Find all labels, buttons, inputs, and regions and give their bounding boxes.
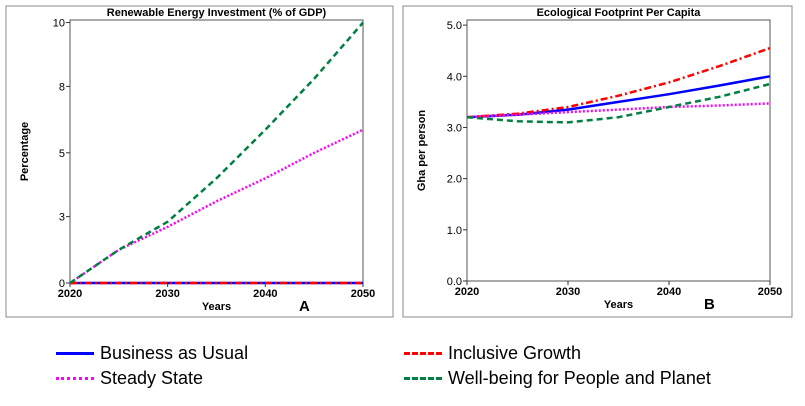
panel-a-series-ss: [69, 128, 364, 285]
panel-a-x-tick-label: 2040: [253, 288, 277, 300]
legend-item-ig: Inclusive Growth: [404, 343, 581, 364]
panel-a-y-tick-label: 3: [59, 212, 65, 224]
legend-item-ss: Steady State: [56, 368, 203, 389]
legend-item-wb: Well-being for People and Planet: [404, 368, 711, 389]
panel-b-y-tick-label: 3.0: [447, 122, 462, 134]
panel-a-panel-label: A: [299, 298, 310, 315]
panel-b-y-axis-label: Gha per person: [416, 110, 428, 192]
panel-a-y-axis-label: Percentage: [19, 122, 31, 181]
legend-label-bau: Business as Usual: [100, 343, 249, 363]
panel-b-x-tick-label: 2050: [758, 286, 782, 298]
panel-b-plot-border: [466, 19, 771, 282]
panel-b-x-tick-label: 2040: [657, 286, 681, 298]
panel-b-x-axis-label: Years: [604, 299, 633, 311]
legend-label-ss: Steady State: [100, 368, 204, 388]
panel-a-y-tick-label: 5: [59, 148, 65, 160]
panel-b-x-tick-label: 2030: [556, 286, 580, 298]
legend-swatch-wb: [404, 377, 442, 380]
panel-b-series-ss: [466, 102, 771, 119]
panel-b-frame: [402, 5, 793, 318]
panel-b-series-ig: [466, 46, 771, 119]
legend-label-wb: Well-being for People and Planet: [448, 368, 711, 388]
panel-a-y-tick-label: 8: [59, 81, 65, 93]
panel-b-y-tick-label: 2.0: [447, 174, 462, 186]
panel-b-series-wb: [466, 82, 771, 124]
panel-a-y-tick-label: 0: [59, 278, 65, 290]
panel-a-x-tick-label: 2050: [351, 288, 375, 300]
legend-item-bau: Business as Usual: [56, 343, 248, 364]
charts-area: Renewable Energy Investment (% of GDP) 20…: [5, 5, 793, 318]
panel-a-frame: [5, 5, 394, 318]
panel-a-x-tick-label: 2020: [58, 288, 82, 300]
legend-swatch-bau: [56, 352, 94, 355]
legend-label-ig: Inclusive Growth: [448, 343, 582, 363]
panel-a-x-tick-label: 2030: [155, 288, 179, 300]
panel-b-x-tick-label: 2020: [455, 286, 479, 298]
panel-b-y-tick-label: 5.0: [447, 20, 462, 32]
panel-a-series-wb: [69, 21, 364, 285]
panel-a-y-tick-label: 10: [53, 18, 65, 30]
panel-b-y-tick-label: 0.0: [447, 276, 462, 288]
panel-b-y-tick-label: 1.0: [447, 225, 462, 237]
panel-b-title: Ecological Footprint Per Capita: [537, 7, 702, 19]
panel-a-title: Renewable Energy Investment (% of GDP): [107, 7, 327, 19]
legend-swatch-ss: [56, 377, 94, 380]
panel-a-x-axis-label: Years: [202, 301, 231, 313]
panel-b-y-tick-label: 4.0: [447, 71, 462, 83]
panel-b-panel-label: B: [704, 296, 715, 313]
legend-swatch-ig: [404, 352, 442, 355]
